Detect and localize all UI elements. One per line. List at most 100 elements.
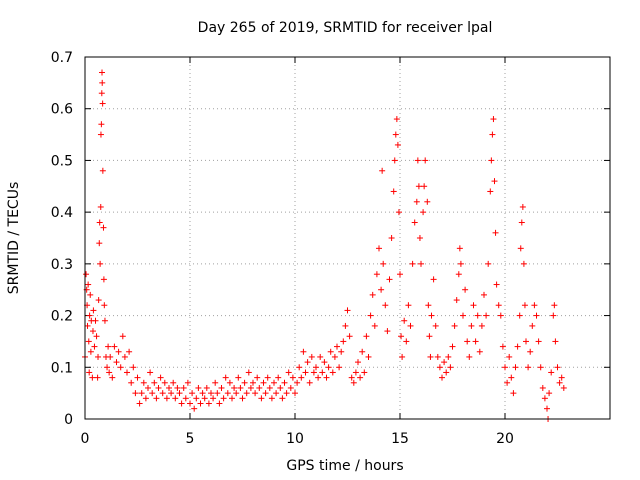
data-point	[197, 400, 204, 407]
data-point	[174, 384, 181, 391]
data-point	[283, 390, 290, 397]
data-point	[537, 364, 544, 371]
axis-ticks: 0 0.1 0.2 0.3 0.4 0.5 0.6 0.7 0 5 10 15 20	[51, 50, 610, 447]
data-point	[426, 333, 433, 340]
data-point	[203, 384, 210, 391]
data-point	[535, 338, 542, 345]
data-point	[266, 384, 273, 391]
data-point	[172, 395, 179, 402]
data-point	[86, 312, 93, 319]
data-point	[289, 374, 296, 381]
data-point	[541, 395, 548, 402]
data-point	[456, 245, 463, 252]
data-point	[147, 369, 154, 376]
data-point	[106, 369, 113, 376]
data-point	[157, 374, 164, 381]
data-point	[87, 291, 94, 298]
data-point	[485, 260, 492, 267]
data-point	[212, 379, 219, 386]
data-point	[95, 297, 102, 304]
data-point	[409, 260, 416, 267]
data-point	[323, 374, 330, 381]
data-point	[98, 121, 105, 128]
data-point	[99, 100, 106, 107]
data-point	[488, 157, 495, 164]
data-point	[241, 379, 248, 386]
data-point	[403, 338, 410, 345]
data-point	[506, 353, 513, 360]
data-point	[124, 369, 130, 376]
data-point	[487, 188, 494, 195]
data-point	[552, 338, 559, 345]
data-point	[218, 384, 225, 391]
data-point	[292, 390, 298, 397]
data-point	[195, 384, 202, 391]
data-point	[136, 400, 143, 407]
data-point	[558, 374, 565, 381]
data-point	[380, 260, 387, 267]
data-point	[151, 379, 158, 386]
data-point	[399, 353, 406, 360]
data-point	[87, 348, 94, 355]
data-point	[489, 131, 496, 138]
data-point	[96, 219, 103, 226]
data-point	[308, 353, 315, 360]
data-point	[512, 364, 519, 371]
data-point	[258, 395, 265, 402]
data-point	[502, 364, 508, 371]
data-point	[546, 390, 553, 397]
data-point	[94, 374, 101, 381]
data-point	[413, 198, 420, 205]
data-point	[476, 348, 483, 355]
data-point	[90, 307, 97, 314]
data-point	[478, 322, 485, 329]
data-point	[497, 312, 504, 319]
data-point	[97, 131, 104, 138]
x-tick-label: 0	[81, 431, 90, 447]
data-point	[393, 116, 400, 123]
data-point	[369, 291, 376, 298]
data-point	[132, 390, 139, 397]
data-point	[145, 384, 151, 391]
data-point	[86, 369, 93, 376]
data-point	[386, 276, 393, 283]
data-point	[161, 379, 168, 386]
data-point	[216, 400, 223, 407]
data-point	[352, 369, 359, 376]
data-point	[355, 359, 361, 366]
data-point	[85, 338, 92, 345]
data-point	[342, 322, 349, 329]
data-point	[109, 374, 116, 381]
data-point	[117, 364, 124, 371]
data-point	[350, 379, 357, 386]
data-point	[264, 374, 271, 381]
data-point	[210, 395, 217, 402]
data-point	[317, 353, 324, 360]
data-point	[260, 379, 267, 386]
data-point	[296, 364, 303, 371]
data-point	[382, 302, 389, 309]
data-point	[466, 353, 473, 360]
data-point	[325, 364, 332, 371]
data-point	[376, 245, 382, 252]
data-point	[229, 395, 235, 402]
data-point	[428, 312, 435, 319]
y-axis-label: SRMTID / TECUs	[6, 182, 22, 295]
data-point	[134, 374, 141, 381]
data-point	[327, 348, 334, 355]
data-point	[256, 384, 263, 391]
data-point	[142, 395, 149, 402]
data-point	[491, 178, 498, 185]
data-point	[281, 379, 288, 386]
x-tick-label: 10	[286, 431, 304, 447]
data-point	[391, 157, 398, 164]
data-point	[384, 328, 391, 335]
data-point	[508, 374, 515, 381]
data-point	[434, 353, 441, 360]
data-point	[178, 400, 185, 407]
data-point	[447, 364, 454, 371]
y-tick-label: 0.4	[51, 205, 73, 221]
data-point	[464, 338, 471, 345]
data-point	[405, 302, 412, 309]
